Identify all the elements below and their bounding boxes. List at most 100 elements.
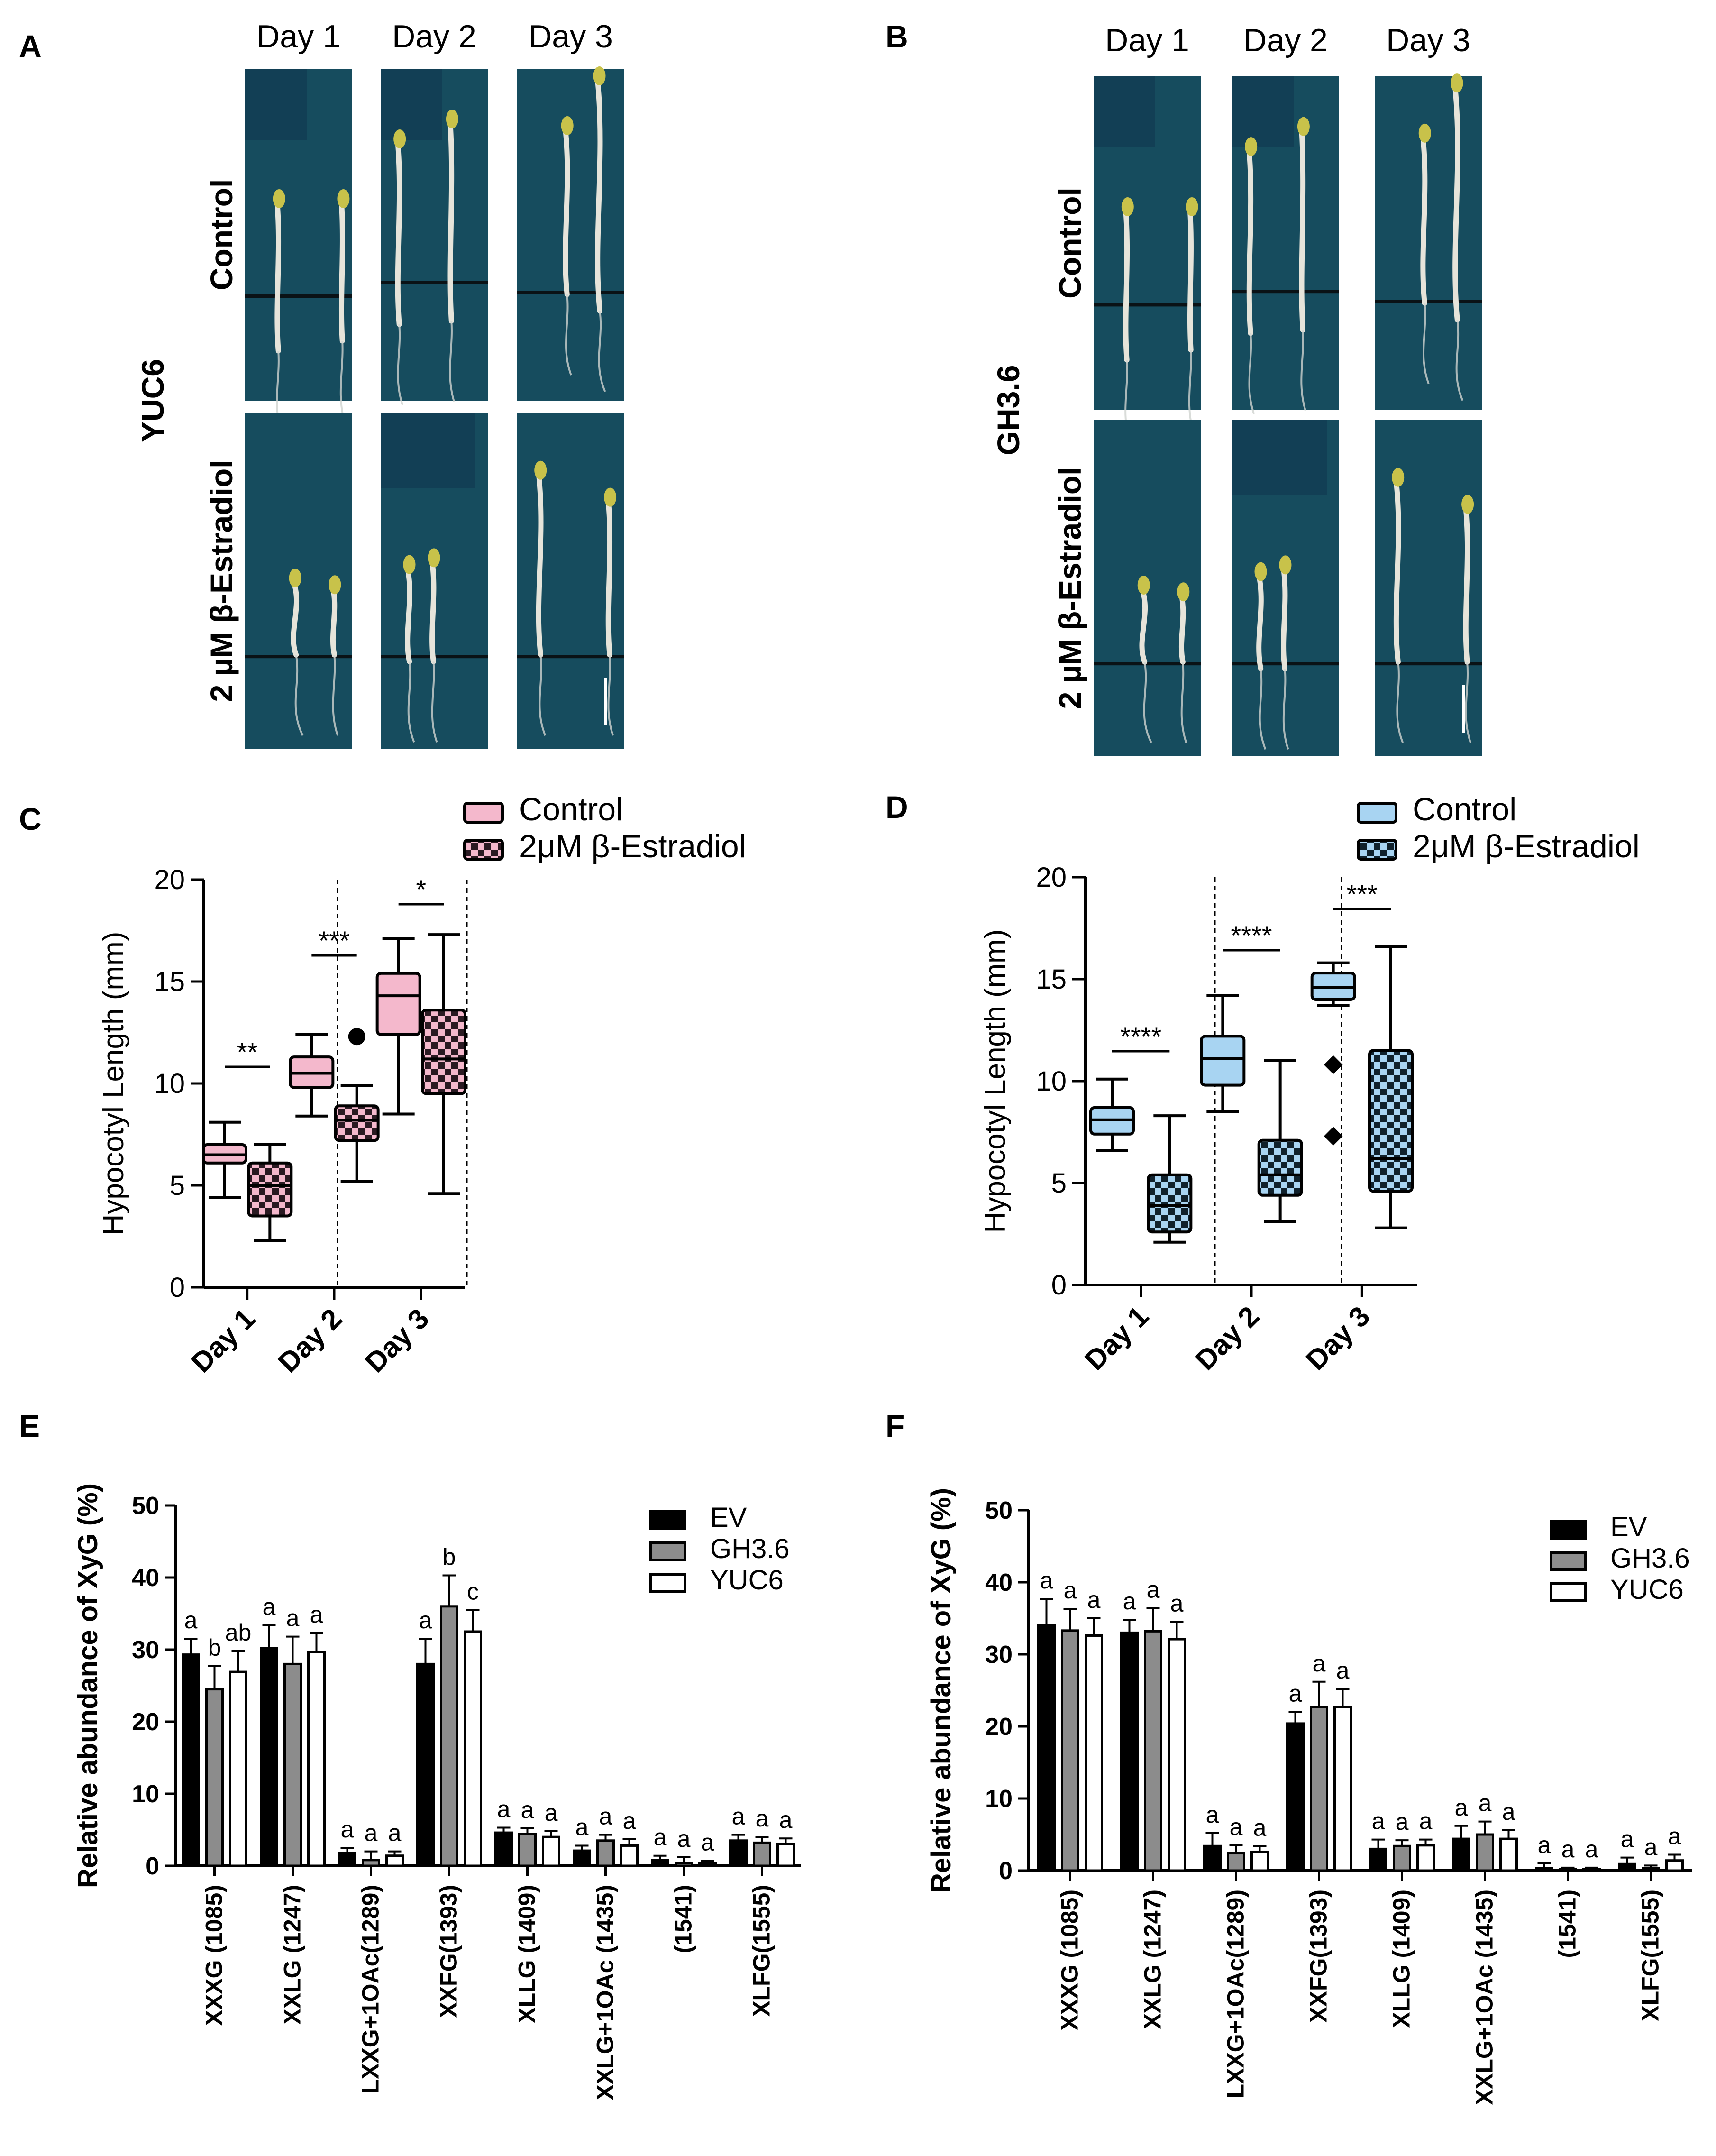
significance-letter: a	[599, 1803, 612, 1830]
seedling	[1461, 495, 1474, 743]
bar	[729, 1839, 748, 1867]
seedling	[593, 66, 606, 392]
box	[375, 972, 421, 1036]
bar	[1203, 1844, 1222, 1872]
cotyledon	[593, 66, 606, 85]
root	[1259, 669, 1267, 750]
y-axis-label: Relative abundance of XyG (%)	[926, 1488, 957, 1893]
x-tick-label: (1541)	[1554, 1890, 1581, 1958]
hypocotyl	[1463, 505, 1470, 665]
seedling	[289, 569, 304, 736]
y-tick-label: 0	[1051, 1270, 1067, 1301]
root	[1455, 320, 1464, 401]
bar	[229, 1670, 247, 1867]
plate-shadow	[1232, 76, 1294, 147]
photo-plate	[245, 413, 352, 749]
y-axis-label: Relative abundance of XyG (%)	[73, 1483, 103, 1888]
hypocotyl	[1256, 572, 1264, 671]
legend-swatch	[649, 1541, 686, 1561]
bar	[385, 1854, 404, 1867]
legend-label: EV	[710, 1502, 747, 1533]
hypocotyl	[291, 578, 299, 658]
bar	[1618, 1862, 1636, 1872]
bar	[205, 1688, 224, 1867]
significance-label: ***	[319, 926, 349, 955]
root	[1143, 661, 1152, 743]
box	[334, 1104, 380, 1142]
seedling	[428, 548, 440, 743]
significance-letter: a	[732, 1803, 745, 1830]
root	[294, 654, 304, 736]
legend-swatch	[1550, 1551, 1587, 1571]
y-tick-label: 30	[132, 1636, 159, 1664]
bar	[1144, 1630, 1162, 1872]
hypocotyl	[405, 565, 412, 664]
cotyledon	[1121, 197, 1134, 216]
y-axis-label: Hypocotyl Length (mm)	[979, 929, 1012, 1233]
legend-swatch	[649, 1573, 686, 1593]
x-tick-label: XXXG (1085)	[1057, 1890, 1083, 2030]
y-tick-label: 20	[132, 1708, 159, 1736]
significance-letter: a	[1253, 1814, 1267, 1841]
significance-letter: a	[365, 1820, 378, 1846]
x-tick-label: Day 2	[272, 1303, 348, 1379]
photo-plate	[245, 69, 352, 432]
legend-label: Control	[519, 791, 623, 827]
root	[339, 340, 346, 422]
hypocotyl	[536, 470, 544, 658]
x-tick-label: XLLG (1409)	[514, 1885, 540, 2023]
bar	[1416, 1844, 1435, 1872]
gene-label: GH3.6	[991, 365, 1026, 456]
marker-line	[1232, 290, 1339, 294]
significance-letter: a	[341, 1816, 354, 1843]
cotyledon	[1279, 555, 1292, 575]
plate-shadow	[381, 413, 475, 488]
photo-plate	[517, 413, 624, 749]
root	[1422, 303, 1430, 385]
seedling	[1451, 73, 1464, 401]
root	[449, 321, 455, 402]
significance-letter: a	[286, 1605, 300, 1632]
seedling	[446, 110, 458, 402]
significance-letter: a	[1336, 1657, 1350, 1684]
significance-letter: a	[310, 1601, 323, 1628]
root	[598, 311, 606, 392]
hypocotyl	[1123, 207, 1130, 363]
bar	[182, 1653, 200, 1867]
x-tick-label: XXLG (1247)	[1140, 1890, 1166, 2029]
photo-plate	[381, 69, 488, 405]
y-tick-label: 10	[1036, 1066, 1067, 1097]
y-tick-label: 10	[985, 1785, 1013, 1813]
bar	[494, 1831, 513, 1867]
x-tick-label: Day 3	[359, 1303, 435, 1379]
significance-letter: a	[1289, 1680, 1302, 1707]
significance-letter: c	[467, 1578, 479, 1605]
seedling	[534, 460, 547, 736]
hypocotyl	[563, 126, 570, 297]
y-tick-label: 50	[985, 1497, 1013, 1524]
box-chart-c: 0 5 10 15 20 Hypocotyl Length (mm) Day 1 ** Day …	[97, 791, 746, 1378]
cotyledon	[446, 110, 458, 128]
bar	[651, 1859, 669, 1867]
significance-letter: a	[1040, 1567, 1053, 1594]
bar	[1369, 1847, 1387, 1872]
legend-swatch	[463, 839, 504, 861]
bar	[518, 1833, 537, 1867]
x-tick-label: XXLG+1OAc (1435)	[592, 1885, 619, 2100]
legend-swatch	[463, 802, 504, 824]
significance-letter: a	[1419, 1808, 1433, 1835]
significance-letter: a	[1206, 1801, 1219, 1828]
significance-letter: a	[654, 1824, 667, 1851]
column-header: Day 1	[256, 18, 341, 55]
significance-letter: a	[263, 1593, 276, 1620]
root	[407, 661, 415, 743]
x-tick-label: Day 1	[185, 1303, 261, 1379]
bar	[1642, 1867, 1660, 1872]
marker-line	[517, 291, 624, 294]
gene-label: YUC6	[135, 359, 170, 442]
photo-plate	[1375, 420, 1482, 756]
significance-letter: a	[184, 1607, 198, 1633]
bar	[1168, 1638, 1186, 1872]
bar	[1085, 1634, 1103, 1872]
column-header: Day 2	[1243, 22, 1328, 58]
